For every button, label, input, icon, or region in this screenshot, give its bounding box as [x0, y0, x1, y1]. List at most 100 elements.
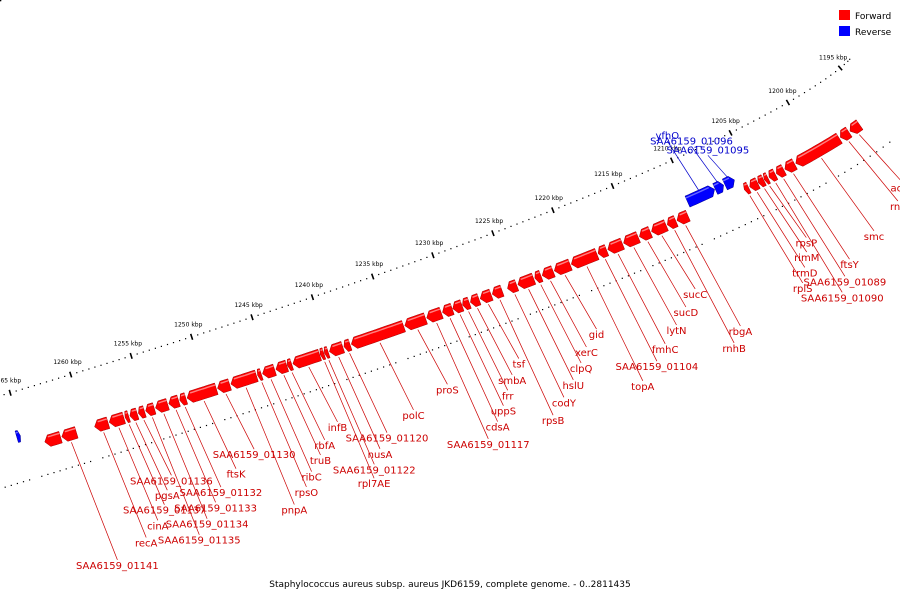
scale-minor-tick-lower: [199, 426, 201, 428]
scale-minor-tick: [474, 239, 476, 241]
scale-minor-tick: [847, 60, 849, 62]
scale-minor-tick: [641, 172, 643, 174]
gene-arrow-shade: [147, 403, 154, 407]
gene-arrow-shade: [535, 271, 540, 275]
scale-minor-tick: [45, 381, 48, 383]
gene-label: SAA6159_01141: [76, 561, 159, 572]
scale-minor-tick: [209, 330, 211, 332]
scale-minor-tick-lower: [664, 259, 666, 261]
scale-minor-tick-lower: [205, 424, 208, 427]
gene-label: fmhC: [652, 345, 679, 356]
gene-label: yfhO: [655, 131, 679, 142]
scale-minor-tick-lower: [41, 475, 43, 477]
scale-tick-label: 1230 kbp: [415, 240, 443, 247]
gene-arrow-shade: [573, 249, 596, 260]
gene-label: SAA6159_01135: [158, 536, 241, 547]
scale-minor-tick-lower: [621, 277, 623, 279]
gene-arrow-shade: [171, 396, 178, 400]
gene-arrow-shade: [257, 369, 261, 372]
scale-minor-tick: [166, 343, 169, 346]
scale-minor-tick-lower: [267, 405, 269, 407]
gene-arrow-shade: [544, 266, 552, 271]
scale-minor-tick: [486, 234, 488, 236]
gene-label: SAA6159_01137: [123, 506, 206, 517]
scale-minor-tick-lower: [248, 411, 250, 413]
scale-minor-tick: [287, 304, 289, 306]
gene-label-leader: [775, 182, 843, 293]
gene-label-leader: [749, 195, 803, 284]
gene-arrow-shade: [180, 393, 185, 397]
gene-arrow-shade: [131, 409, 137, 412]
scale-tick-label: 1215 kbp: [594, 171, 622, 178]
scale-major-tick: [431, 252, 435, 259]
scale-minor-tick: [582, 197, 584, 199]
gene-label-leader: [477, 308, 513, 376]
scale-minor-tick-lower: [431, 349, 434, 351]
gene-label: codY: [552, 398, 577, 409]
gene-label: xerC: [575, 348, 598, 359]
gene-label-leader: [128, 424, 165, 505]
gene-arrow-shade: [722, 177, 730, 182]
gene-arrow-shade: [463, 298, 469, 302]
scale-minor-tick-lower: [837, 175, 840, 177]
scale-minor-tick: [588, 195, 590, 197]
gene-track: [14, 119, 864, 447]
legend-swatch-forward: [839, 10, 850, 20]
gene-label: polC: [402, 411, 424, 422]
scale-minor-tick-lower: [806, 192, 808, 195]
scale-minor-tick-lower: [856, 163, 859, 166]
gene-label: SAA6159_01132: [180, 488, 263, 499]
scale-minor-tick: [58, 377, 60, 379]
scale-minor-tick: [438, 252, 440, 254]
scale-minor-tick-lower: [0, 0, 2, 2]
gene-arrow-shade: [556, 260, 569, 267]
gene-label: smc: [864, 232, 884, 243]
scale-minor-tick: [510, 225, 512, 227]
kbp-scale: 1195 kbp 1200 kbp 1205 kbp 1210 kbp 1215 kbp…: [0, 0, 891, 488]
scale-minor-tick-lower: [499, 325, 501, 327]
scale-minor-tick: [426, 256, 428, 258]
gene-label-leader: [499, 299, 554, 416]
gene-arrow-shade: [472, 294, 478, 298]
scale-minor-tick: [659, 165, 661, 167]
gene-arrow-shade: [332, 342, 342, 348]
gene-label-leader: [617, 253, 666, 344]
gene-label: rpsB: [542, 416, 565, 427]
gene-label-leader: [468, 311, 509, 391]
gene-label: recA: [135, 539, 158, 550]
scale-minor-tick: [185, 338, 187, 340]
gene-label-leader: [338, 356, 381, 449]
scale-tick-label: 1250 kbp: [174, 321, 202, 328]
scale-minor-tick-lower: [53, 472, 55, 474]
gene-arrow: [784, 158, 798, 173]
scale-minor-tick-lower: [658, 262, 660, 264]
scale-minor-tick: [221, 326, 223, 328]
gene-label: tsf: [512, 360, 525, 371]
gene-label: rbfA: [314, 441, 335, 452]
scale-major-tick: [610, 182, 615, 190]
scale-minor-tick-lower: [83, 462, 86, 464]
scale-minor-tick: [747, 123, 749, 125]
legend-swatch-reverse: [839, 26, 850, 36]
scale-minor-tick: [21, 388, 23, 390]
scale-minor-tick: [498, 230, 500, 232]
scale-minor-tick-lower: [315, 389, 317, 391]
gene-arrow-shade: [444, 304, 452, 308]
scale-major-tick: [491, 230, 495, 237]
scale-minor-tick-lower: [321, 387, 324, 389]
scale-minor-tick-lower: [438, 347, 440, 349]
scale-minor-tick: [480, 237, 482, 239]
gene-label: uppS: [491, 407, 516, 418]
scale-major-tick: [728, 129, 733, 136]
scale-minor-tick: [402, 265, 404, 267]
scale-minor-tick-lower: [10, 484, 12, 486]
gene-label-leader: [633, 247, 677, 326]
gene-label-leader: [152, 417, 200, 535]
scale-minor-tick: [317, 294, 319, 296]
scale-minor-tick-lower: [260, 407, 263, 409]
scale-minor-tick-lower: [882, 146, 884, 148]
scale-minor-tick: [396, 267, 398, 269]
scale-minor-tick: [227, 324, 229, 326]
gene-arrow: [329, 341, 346, 357]
scale-minor-tick: [335, 288, 338, 290]
